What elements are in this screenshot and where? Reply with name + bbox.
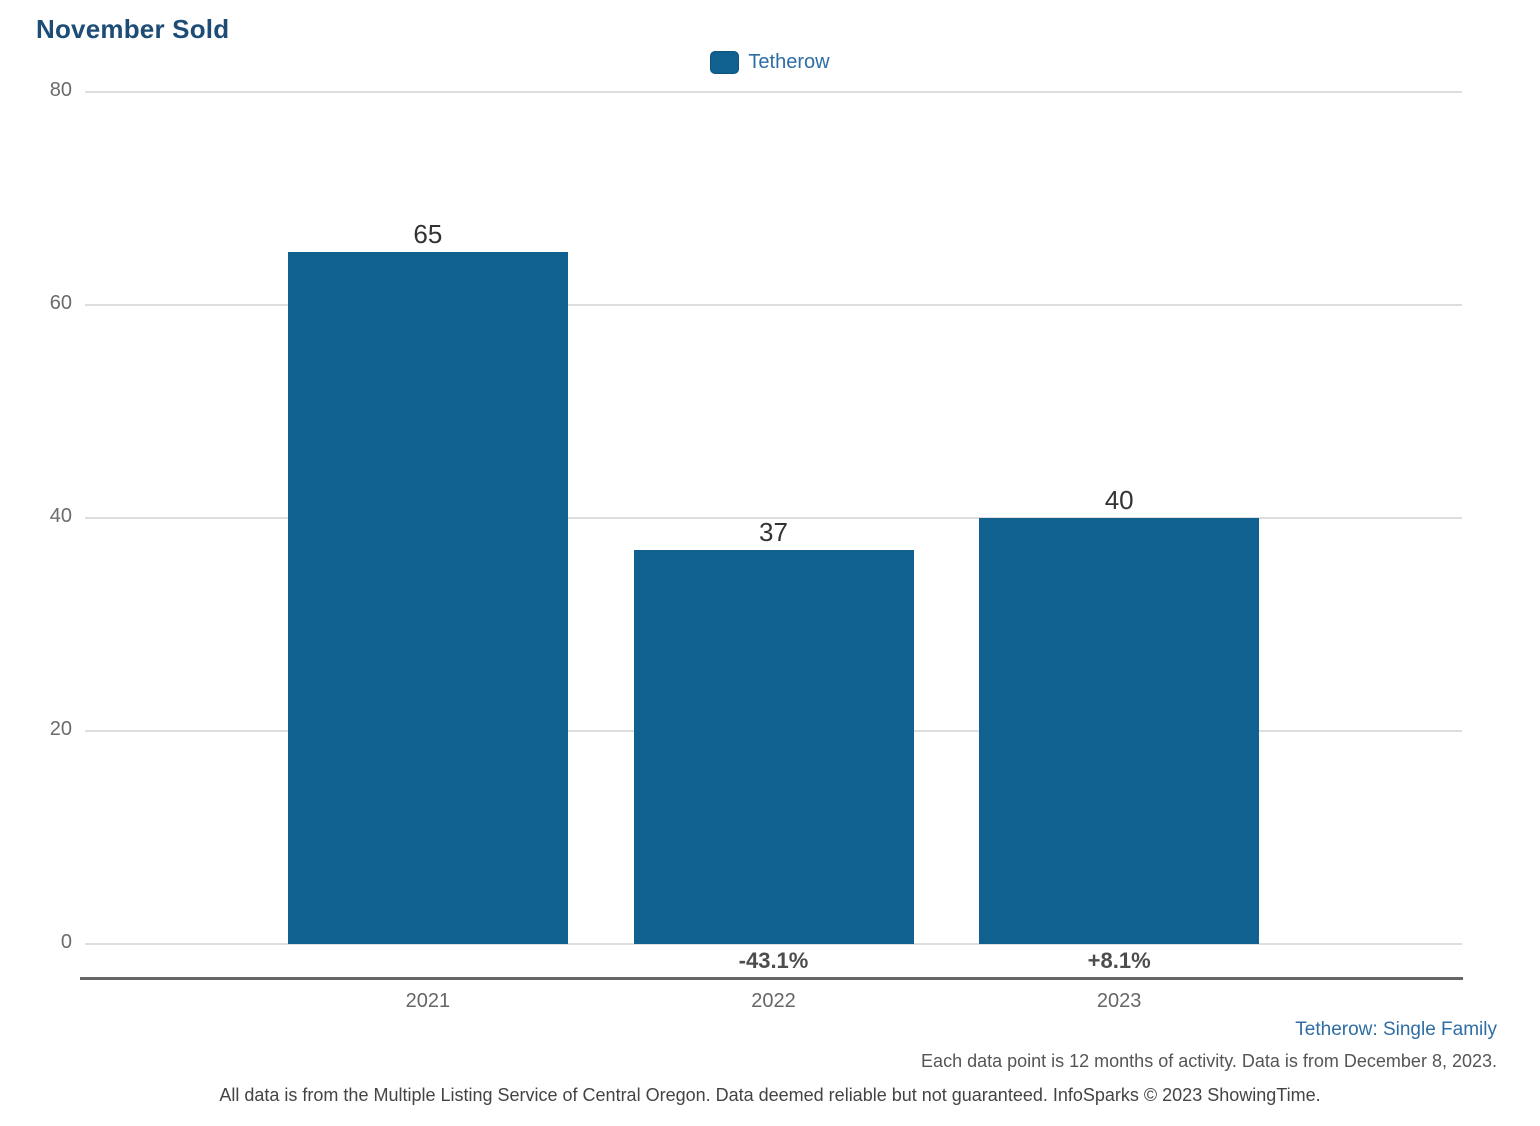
x-tick-label-2023: 2023 bbox=[1096, 990, 1142, 1012]
y-tick-label-80: 80 bbox=[49, 79, 72, 101]
bar-2021[interactable] bbox=[287, 251, 568, 944]
bar-2022[interactable] bbox=[633, 549, 914, 944]
y-tick-label-20: 20 bbox=[49, 718, 72, 740]
bar-value-label-2022: 37 bbox=[759, 516, 788, 547]
y-tick-label-40: 40 bbox=[49, 505, 72, 527]
bar-value-label-2023: 40 bbox=[1104, 485, 1134, 515]
y-tick-label-60: 60 bbox=[49, 292, 72, 314]
x-tick-label-2021: 2021 bbox=[405, 990, 451, 1012]
bar-value-label-2021: 65 bbox=[413, 218, 443, 249]
y-tick-label-0: 0 bbox=[60, 931, 72, 953]
footer-disclaimer: All data is from the Multiple Listing Se… bbox=[219, 1085, 1321, 1105]
x-axis-line bbox=[80, 977, 1463, 980]
gridline-y0 bbox=[85, 943, 1462, 945]
x-tick-label-2022: 2022 bbox=[751, 990, 796, 1012]
page-title: November Sold bbox=[36, 14, 230, 44]
footer-series-note: Tetherow: Single Family bbox=[1295, 1019, 1497, 1040]
pct-change-label-2023: +8.1% bbox=[1087, 948, 1151, 973]
legend-swatch-icon bbox=[710, 51, 740, 74]
legend-label: Tetherow bbox=[748, 51, 830, 73]
bar-2023[interactable] bbox=[979, 518, 1260, 944]
pct-change-label-2022: -43.1% bbox=[738, 948, 809, 973]
footer-data-note: Each data point is 12 months of activity… bbox=[921, 1051, 1497, 1071]
gridline-y40 bbox=[85, 517, 1462, 519]
gridline-y60 bbox=[85, 304, 1462, 306]
legend-item-tetherow[interactable]: Tetherow bbox=[710, 51, 830, 74]
chart-legend: Tetherow bbox=[0, 51, 1540, 74]
gridline-y80 bbox=[85, 91, 1462, 93]
